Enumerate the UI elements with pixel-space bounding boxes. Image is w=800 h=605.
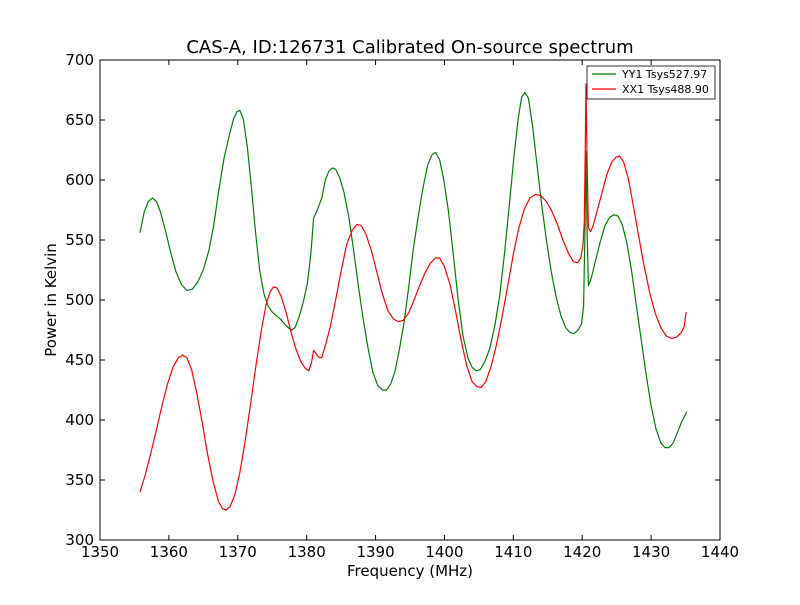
x-tick-label: 1410 (494, 543, 532, 561)
y-tick-label: 500 (65, 291, 94, 309)
y-tick-label: 600 (65, 171, 94, 189)
plot-area-frame (99, 59, 721, 541)
series-lines (139, 83, 688, 511)
legend: YY1 Tsys527.97 XX1 Tsys488.90 (586, 65, 716, 100)
y-tick-label: 300 (65, 531, 94, 549)
y-tick-label: 400 (65, 411, 94, 429)
legend-box (586, 65, 716, 100)
y-tick-label: 650 (65, 111, 94, 129)
legend-label-xx1: XX1 Tsys488.90 (622, 83, 709, 96)
x-tick-label: 1380 (288, 543, 326, 561)
x-tick-label: 1440 (701, 543, 739, 561)
axis-ticks: 1350 1360 1370 1380 1390 1400 1410 1420 1430 1440… (65, 51, 739, 561)
x-tick-label: 1390 (356, 543, 394, 561)
x-tick-label: 1370 (219, 543, 257, 561)
x-tick-label: 1430 (632, 543, 670, 561)
series-line-yy1 (139, 91, 688, 449)
x-tick-label: 1350 (81, 543, 119, 561)
series-line-xx1 (139, 83, 687, 511)
x-tick-label: 1420 (563, 543, 601, 561)
legend-label-yy1: YY1 Tsys527.97 (621, 68, 707, 81)
x-tick-label: 1400 (425, 543, 463, 561)
y-axis-label: Power in Kelvin (42, 243, 60, 357)
x-axis-label: Frequency (MHz) (347, 562, 473, 580)
y-tick-label: 700 (65, 51, 94, 69)
x-tick-label: 1360 (150, 543, 188, 561)
chart-title: CAS-A, ID:126731 Calibrated On-source sp… (186, 37, 633, 58)
y-tick-label: 350 (65, 471, 94, 489)
y-tick-label: 450 (65, 351, 94, 369)
y-tick-label: 550 (65, 231, 94, 249)
